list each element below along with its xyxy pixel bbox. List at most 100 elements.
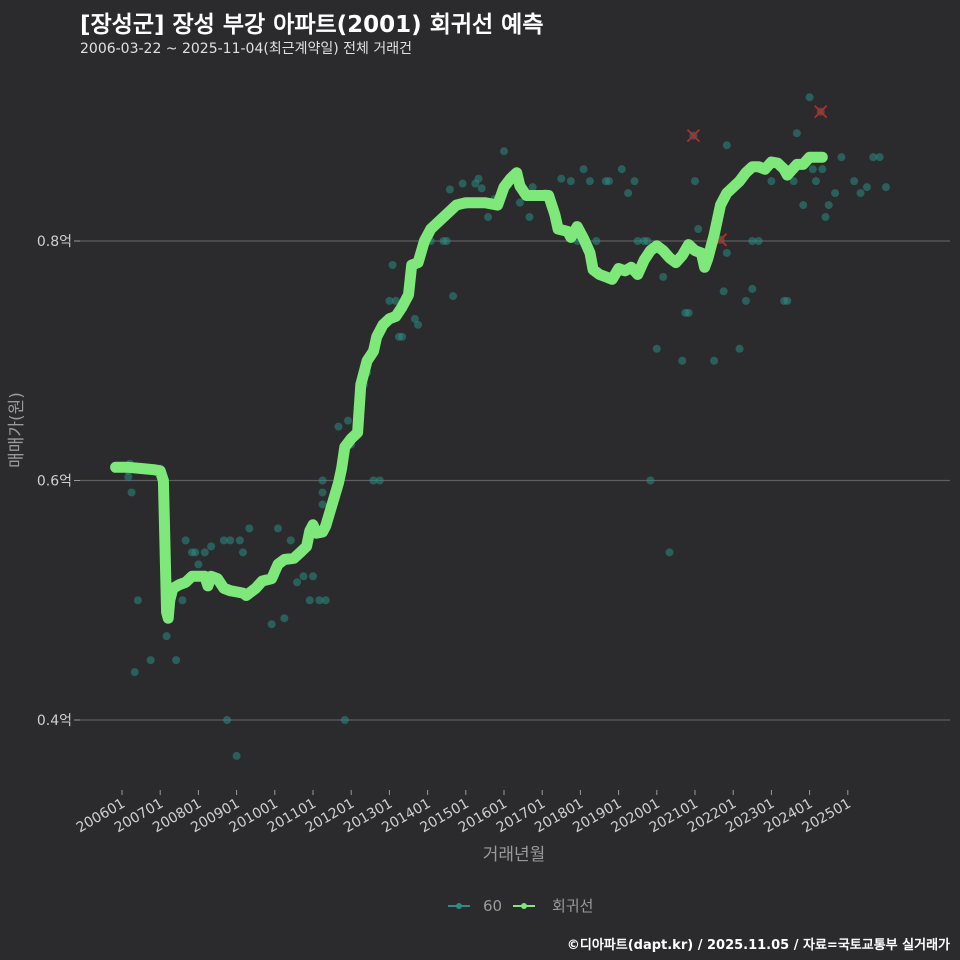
scatter-point: [315, 596, 324, 605]
scatter-point: [500, 147, 508, 156]
scatter-point: [566, 177, 575, 186]
scatter-point: [821, 213, 830, 222]
scatter-point: [799, 201, 808, 210]
scatter-point: [226, 536, 235, 545]
outlier-x-icon: [814, 105, 828, 119]
scatter-point: [528, 183, 537, 192]
scatter-point: [856, 189, 865, 198]
legend-label-regression: 회귀선: [552, 897, 593, 915]
scatter-point: [127, 488, 136, 497]
scatter-point: [238, 548, 247, 557]
scatter-point: [305, 596, 314, 605]
scatter-point: [515, 198, 524, 207]
scatter-point: [474, 174, 483, 183]
y-gridlines: [80, 240, 950, 721]
regression-line: [110, 151, 828, 624]
scatter-point: [617, 165, 626, 174]
scatter-point: [375, 476, 384, 485]
scatter-point: [130, 668, 139, 677]
scatter-point: [792, 129, 801, 138]
scatter-point: [344, 416, 353, 425]
scatter-point: [235, 536, 244, 545]
scatter-point: [875, 153, 884, 162]
scatter-point: [694, 225, 703, 234]
scatter-point: [232, 751, 241, 760]
scatter-point: [410, 314, 419, 323]
scatter-point: [719, 287, 728, 296]
scatter-point: [767, 177, 776, 186]
legend-item-regression: 회귀선: [513, 897, 593, 915]
scatter-point: [191, 548, 200, 557]
scatter-point: [659, 272, 668, 281]
scatter-point: [194, 560, 203, 569]
scatter-point: [691, 177, 699, 186]
scatter-point: [811, 177, 820, 186]
scatter-point: [579, 165, 588, 174]
scatter-point: [318, 500, 327, 509]
source-credit: ©디아파트(dapt.kr) / 2025.11.05 / 자료=국토교통부 실…: [566, 938, 950, 953]
legend: 60 회귀선: [448, 897, 593, 915]
scatter-point: [172, 656, 181, 665]
scatter-point: [592, 237, 601, 245]
scatter-point: [219, 536, 228, 545]
scatter-point: [850, 177, 859, 186]
scatter-point: [181, 536, 190, 545]
scatter-point: [286, 536, 295, 545]
scatter-point: [477, 184, 486, 193]
scatter-point: [369, 476, 378, 485]
scatter-point: [862, 183, 871, 192]
scatter-point: [309, 572, 317, 581]
scatter-point: [340, 716, 349, 724]
y-axis-ticks: 0.4억 0.6억 0.8억: [37, 234, 80, 729]
scatter-point: [684, 308, 693, 317]
scatter-point: [299, 572, 308, 581]
scatter-point: [630, 177, 639, 186]
scatter-point: [808, 165, 817, 174]
scatter-point: [445, 185, 454, 194]
scatter-points-60: [124, 93, 890, 760]
scatter-point: [722, 141, 731, 150]
x-axis-title: 거래년월: [483, 845, 546, 865]
scatter-point: [818, 165, 827, 174]
scatter-point: [321, 596, 330, 605]
y-tick-label: 0.4억: [37, 713, 72, 729]
scatter-point: [525, 213, 534, 222]
scatter-point: [585, 177, 594, 186]
scatter-point: [643, 237, 652, 245]
x-axis-ticks: 2006012007012008012009012010012011012012…: [74, 790, 854, 836]
scatter-point: [710, 356, 719, 365]
scatter-point: [245, 524, 254, 533]
legend-item-60: 60: [448, 897, 502, 915]
scatter-point: [267, 620, 276, 629]
outlier-x-icon: [686, 128, 701, 143]
scatter-point: [293, 578, 302, 587]
scatter-point: [388, 260, 397, 269]
scatter-point: [783, 296, 792, 305]
scatter-point: [385, 296, 394, 305]
scatter-point: [735, 344, 744, 353]
scatter-point: [414, 320, 423, 329]
scatter-point: [178, 596, 187, 605]
scatter-point: [789, 177, 798, 186]
scatter-point: [605, 177, 614, 186]
scatter-point: [754, 237, 763, 245]
scatter-point: [805, 93, 814, 102]
scatter-point: [624, 189, 633, 198]
scatter-point: [741, 296, 750, 305]
scatter-point: [633, 237, 642, 245]
scatter-point: [748, 237, 757, 245]
scatter-point: [824, 201, 833, 210]
scatter-point: [223, 716, 232, 724]
scatter-point: [318, 476, 327, 485]
scatter-point: [200, 548, 209, 557]
y-tick-label: 0.6억: [37, 474, 72, 490]
scatter-point: [391, 296, 400, 305]
scatter-point: [722, 248, 731, 257]
scatter-point: [831, 189, 840, 198]
scatter-point: [678, 356, 687, 365]
scatter-point: [557, 174, 566, 183]
scatter-point: [124, 472, 133, 481]
legend-label-60: 60: [483, 897, 502, 915]
scatter-point: [646, 476, 655, 485]
